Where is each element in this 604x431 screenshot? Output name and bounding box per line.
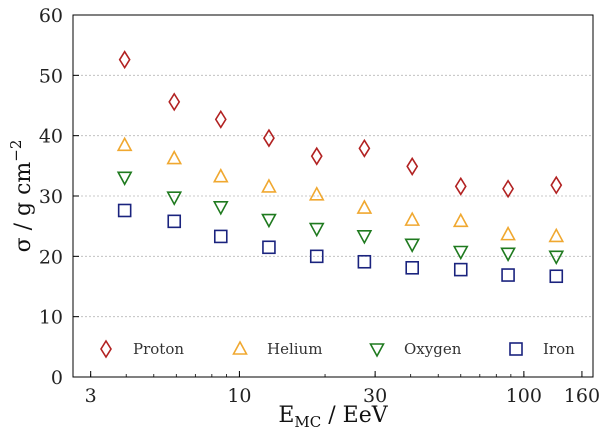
data-point-proton: [454, 176, 467, 196]
data-point-proton: [406, 156, 419, 176]
data-point-oxygen: [116, 171, 133, 186]
data-point-helium: [452, 212, 469, 228]
legend-label-proton: Proton: [133, 340, 184, 358]
legend-label-oxygen: Oxygen: [404, 340, 462, 358]
legend-item-iron: Iron: [509, 340, 575, 358]
data-point-iron: [262, 240, 276, 255]
data-point-iron: [501, 268, 515, 282]
data-point-iron: [357, 254, 372, 269]
data-point-oxygen: [356, 230, 373, 245]
data-point-proton: [502, 179, 515, 199]
grid-lines: [73, 74, 593, 318]
y-axis-ticks: 0 10 20 30 40 50 60: [39, 5, 79, 389]
series-oxygen: [116, 171, 565, 266]
data-point-helium: [166, 149, 183, 165]
x-axis-ticks: 3 10 30 100 160: [85, 371, 600, 407]
data-point-iron: [309, 249, 324, 264]
y-axis-label: σ / g cm−2: [7, 140, 36, 253]
data-point-helium: [308, 186, 325, 201]
y-tick-label: 30: [39, 186, 63, 208]
data-point-helium: [116, 136, 133, 152]
series-iron: [117, 203, 564, 284]
series-helium: [116, 136, 565, 243]
data-point-helium: [404, 211, 421, 226]
legend-marker-proton: [100, 339, 112, 359]
data-point-proton: [358, 138, 371, 158]
x-axis-label-sub: MC: [294, 413, 321, 431]
data-point-oxygen: [166, 191, 183, 206]
data-point-proton: [310, 146, 323, 166]
legend: Proton Helium Oxygen Iron: [100, 339, 575, 359]
data-point-oxygen: [500, 247, 516, 262]
x-tick-label: 100: [506, 385, 542, 407]
data-point-iron: [549, 269, 564, 284]
legend-item-helium: Helium: [232, 340, 322, 358]
data-point-proton: [550, 175, 563, 195]
data-point-oxygen: [308, 222, 325, 238]
data-point-iron: [405, 260, 420, 275]
data-point-oxygen: [548, 250, 565, 266]
data-point-oxygen: [261, 213, 277, 229]
y-tick-label: 10: [39, 307, 63, 329]
legend-marker-oxygen: [369, 343, 385, 358]
x-tick-label: 3: [85, 385, 97, 407]
legend-label-iron: Iron: [543, 340, 575, 358]
data-point-helium: [548, 227, 565, 243]
data-markers: [116, 50, 565, 284]
legend-marker-iron: [509, 342, 523, 356]
legend-item-proton: Proton: [100, 339, 184, 359]
y-tick-label: 0: [51, 367, 63, 389]
data-point-proton: [214, 109, 227, 129]
data-point-oxygen: [212, 201, 229, 216]
data-point-proton: [118, 50, 131, 70]
y-tick-label: 40: [39, 126, 63, 148]
data-point-oxygen: [452, 245, 469, 261]
data-point-iron: [213, 229, 228, 244]
data-point-proton: [168, 92, 181, 112]
data-point-iron: [117, 203, 132, 218]
data-point-oxygen: [404, 238, 421, 253]
x-tick-label: 30: [363, 385, 387, 407]
legend-marker-helium: [232, 340, 248, 355]
y-axis-label-sup: −2: [7, 140, 25, 162]
data-point-proton: [262, 128, 275, 148]
x-tick-label: 160: [564, 385, 600, 407]
data-point-iron: [453, 262, 468, 277]
x-axis-label-rest: / EeV: [321, 403, 388, 428]
y-tick-label: 50: [39, 65, 63, 87]
data-point-iron: [167, 214, 182, 229]
legend-label-helium: Helium: [267, 340, 322, 358]
series-proton: [118, 50, 563, 199]
x-axis-label: EMC / EeV: [278, 403, 388, 431]
data-point-helium: [356, 199, 373, 214]
data-point-helium: [212, 168, 229, 183]
x-axis-label-main: E: [278, 403, 294, 428]
y-tick-label: 20: [39, 246, 63, 268]
data-point-helium: [500, 225, 516, 241]
data-point-helium: [261, 178, 277, 193]
x-tick-label: 10: [227, 385, 251, 407]
legend-item-oxygen: Oxygen: [369, 340, 462, 358]
y-tick-label: 60: [39, 5, 63, 27]
y-axis-label-main: σ / g cm: [11, 162, 36, 253]
